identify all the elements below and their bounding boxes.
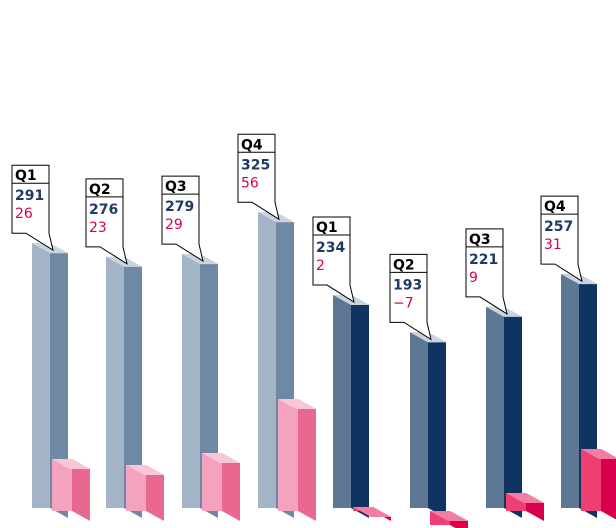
callout-tag-box [85,178,128,265]
bar-series2-1-top-face [52,459,90,469]
bar-series1-7 [486,306,522,518]
callout-tag-box [237,133,280,221]
bar-series1-6-front-face [410,332,428,508]
tag-value-series1: 279 [165,199,194,215]
callout-tag-6: Q2 193 −7 [389,253,432,341]
bar-series1-4-front-face [258,212,276,508]
tag-quarter-label: Q2 [89,182,111,198]
tag-value-series2: 56 [241,175,259,191]
bar-series1-1-front-face [32,243,50,508]
bar-series1-1-side-face [50,243,68,518]
bar-series1-6 [410,332,446,518]
bar-series2-3 [202,453,240,521]
tag-value-series2: 31 [544,237,562,253]
tag-quarter-label: Q4 [544,199,566,215]
callout-tag-box [11,164,54,252]
bar-series2-6-top-face [430,511,468,521]
bar-series1-7-front-face [486,306,504,508]
callout-tag-4: Q4 325 56 [237,133,280,221]
bar-series2-7 [506,493,544,521]
bars-layer [32,212,616,528]
bar-series1-8-front-face [561,274,579,508]
tag-value-series1: 276 [89,202,118,218]
bar-series2-1-side-face [72,459,90,521]
callout-tag-box [540,195,583,283]
callout-tag-3: Q3 279 29 [161,175,204,263]
callout-tag-box [465,228,508,315]
bar-series2-8-side-face [601,449,616,520]
bar-series1-7-side-face [504,306,522,518]
bar-series1-2-front-face [106,256,124,508]
bar-series2-8-front-face [581,449,601,511]
tag-value-series2: 26 [15,206,33,222]
callout-tag-8: Q4 257 31 [540,195,583,283]
tag-quarter-label: Q3 [469,232,491,248]
labels-layer: Q1 291 26 Q2 276 23 Q3 279 29 Q4 325 56 Q1 234 2 Q2 193 −… [11,133,583,341]
bar-series2-8-top-face [581,449,616,459]
bar-series1-2 [106,256,142,518]
bar-series2-6 [430,511,468,528]
bar-series2-3-front-face [202,453,222,511]
bar-series2-4-side-face [298,399,316,521]
tag-value-series1: 325 [241,157,270,173]
tag-value-series1: 193 [393,277,422,293]
tag-quarter-label: Q1 [15,168,37,184]
callout-tag-box [389,253,432,341]
tag-value-series2: −7 [393,295,414,311]
bar-series1-1 [32,243,68,518]
bar-series1-5-side-face [351,295,369,518]
bar-series2-2-side-face [146,465,164,521]
bar-series2-4-top-face [278,399,316,409]
bar-series1-3-front-face [182,254,200,508]
bar-series1-6-side-face [428,332,446,518]
tag-value-series2: 2 [316,258,325,274]
bar-series2-5 [353,507,391,521]
bar-series2-2 [126,465,164,521]
bar-series2-2-front-face [126,465,146,511]
tag-quarter-label: Q4 [241,137,263,153]
bar-series1-3-side-face [200,254,218,519]
tag-value-series1: 291 [15,188,44,204]
bar-series2-4-front-face [278,399,298,511]
callout-tag-box [312,216,355,304]
bar-series1-2-side-face [124,256,142,518]
bar-series2-7-top-face [506,493,544,503]
tag-value-series2: 9 [469,270,478,286]
bar-series2-1 [52,459,90,521]
callout-tag-7: Q3 221 9 [465,228,508,315]
tag-value-series1: 234 [316,240,345,256]
tag-value-series1: 257 [544,219,573,235]
bar-series2-8 [581,449,616,520]
tag-quarter-label: Q2 [393,257,415,273]
bar-series1-5-front-face [333,295,351,508]
callout-tag-5: Q1 234 2 [312,216,355,304]
callout-tag-1: Q1 291 26 [11,164,54,252]
bar-series2-5-top-face [353,507,391,517]
tag-value-series2: 23 [89,220,107,236]
tag-value-series2: 29 [165,217,183,233]
bar-series1-5 [333,295,369,518]
callout-tag-2: Q2 276 23 [85,178,128,265]
bar-series2-4 [278,399,316,521]
bar-series1-3 [182,254,218,519]
bar-series2-2-top-face [126,465,164,475]
tag-quarter-label: Q1 [316,220,338,236]
bar-series2-3-top-face [202,453,240,463]
tag-quarter-label: Q3 [165,179,187,195]
bar-series2-3-side-face [222,453,240,521]
callout-tag-box [161,175,204,263]
tag-value-series1: 221 [469,252,498,268]
bar-series2-1-front-face [52,459,72,511]
